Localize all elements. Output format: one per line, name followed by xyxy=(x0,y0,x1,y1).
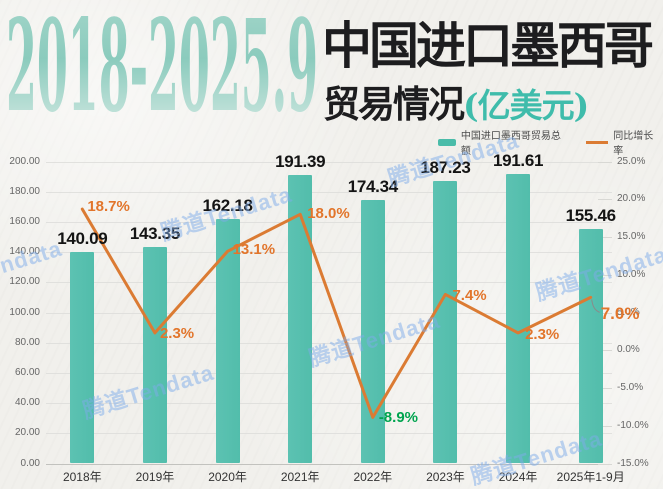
right-axis-tick xyxy=(598,199,612,201)
right-axis-tick xyxy=(598,463,612,465)
trade-total-bar xyxy=(578,228,603,464)
right-axis-tick-label: -15.0% xyxy=(617,457,649,469)
right-axis-tick xyxy=(598,350,612,352)
chart-title-sub-text: 贸易情况 xyxy=(323,82,465,126)
growth-rate-point-label: 2.3% xyxy=(159,324,195,342)
bar-series-swatch-icon xyxy=(438,138,456,146)
growth-rate-point-label: 18.0% xyxy=(307,205,350,223)
bar-value-label: 174.34 xyxy=(347,177,399,197)
bar-value-label: 140.09 xyxy=(57,228,108,248)
gridline xyxy=(46,221,612,223)
growth-rate-point-label: 7.4% xyxy=(452,287,487,305)
left-axis-tick-label: 100.00 xyxy=(9,306,40,318)
right-axis-tick-label: -5.0% xyxy=(617,382,644,393)
x-axis-category-label: 2022年 xyxy=(353,470,393,484)
x-axis-category-label: 2023年 xyxy=(426,470,465,484)
right-axis-tick-label: 5.0% xyxy=(617,306,640,318)
bar-value-label: 191.61 xyxy=(492,151,544,171)
growth-rate-point-label: 13.1% xyxy=(232,241,276,259)
left-axis-tick-label: 120.00 xyxy=(9,276,40,288)
right-axis-tick-label: 25.0% xyxy=(617,155,646,167)
left-axis-tick-label: 60.00 xyxy=(14,366,40,378)
x-axis-category-label: 2020年 xyxy=(208,470,247,484)
legend-label-total-trade: 中国进口墨西哥贸易总额 xyxy=(460,131,561,157)
trade-total-bar xyxy=(506,174,531,464)
gridline xyxy=(46,161,612,163)
left-axis-tick-label: 160.00 xyxy=(9,215,40,227)
growth-rate-point-label: 7.0% xyxy=(600,304,640,324)
trade-total-bar xyxy=(433,180,458,464)
line-series-swatch-icon xyxy=(586,140,609,144)
left-axis-tick-label: 40.00 xyxy=(14,397,40,409)
gridline xyxy=(46,191,612,193)
right-axis-tick-label: 20.0% xyxy=(617,193,646,205)
left-axis-tick-label: 0.00 xyxy=(20,457,40,469)
right-axis-tick xyxy=(598,274,612,276)
x-axis-category-label: 2021年 xyxy=(280,470,320,484)
right-axis-tick-label: 15.0% xyxy=(617,231,646,242)
left-axis-tick-label: 80.00 xyxy=(14,336,40,348)
right-axis-tick-label: 0.0% xyxy=(617,344,640,356)
years-range-title: 2018-2025.9 xyxy=(6,10,318,126)
bar-value-label: 155.46 xyxy=(565,205,617,225)
growth-rate-point-label: -8.9% xyxy=(378,409,418,427)
right-axis-tick-label: -10.0% xyxy=(617,419,649,431)
trade-total-bar xyxy=(142,247,167,464)
gridline xyxy=(46,342,612,344)
trade-total-bar xyxy=(360,200,385,464)
trade-total-bar xyxy=(70,251,95,464)
gridline xyxy=(46,282,612,284)
bar-value-label: 187.23 xyxy=(420,157,471,177)
bar-value-label: 162.18 xyxy=(202,195,253,215)
legend-item-growth-rate: 同比增长率 xyxy=(586,127,663,157)
gridline xyxy=(46,252,612,254)
right-axis-tick xyxy=(598,388,612,389)
chart-legend: 中国进口墨西哥贸易总额 同比增长率 xyxy=(438,127,663,157)
left-axis-tick-label: 180.00 xyxy=(9,185,40,197)
x-axis-category-label: 2024年 xyxy=(498,470,538,484)
x-axis-category-label: 2025年1-9月 xyxy=(556,470,625,484)
label-connector-line xyxy=(591,299,600,313)
gridline xyxy=(46,372,612,374)
chart-title-main: 中国进口墨西哥 xyxy=(322,16,654,75)
gridline xyxy=(46,463,612,465)
gridline xyxy=(46,312,612,314)
right-axis-tick xyxy=(598,312,612,314)
right-axis-tick xyxy=(598,237,612,238)
gridline xyxy=(46,403,612,405)
left-axis-tick-label: 20.00 xyxy=(14,427,40,439)
right-axis-tick-label: 10.0% xyxy=(617,268,646,280)
chart-title-unit: (亿美元) xyxy=(463,86,589,125)
right-axis-tick xyxy=(598,161,612,163)
x-axis-category-label: 2018年 xyxy=(62,470,102,484)
chart-title-sub: 贸易情况(亿美元) xyxy=(323,74,589,128)
growth-rate-polyline xyxy=(80,207,593,419)
bar-value-label: 143.35 xyxy=(129,224,181,244)
x-axis-category-label: 2019年 xyxy=(135,470,175,484)
trade-total-bar xyxy=(288,174,313,464)
left-axis-tick-label: 140.00 xyxy=(9,246,40,258)
left-axis-tick-label: 200.00 xyxy=(9,155,40,167)
growth-rate-point-label: 18.7% xyxy=(87,198,130,216)
years-range-text: 2018-2025.9 xyxy=(6,10,318,126)
bar-value-label: 191.39 xyxy=(275,151,326,171)
legend-label-growth-rate: 同比增长率 xyxy=(613,131,654,157)
right-axis-tick xyxy=(598,425,612,427)
growth-rate-point-label: 2.3% xyxy=(525,325,560,343)
gridline xyxy=(46,433,612,435)
legend-item-total-trade: 中国进口墨西哥贸易总额 xyxy=(438,127,570,157)
